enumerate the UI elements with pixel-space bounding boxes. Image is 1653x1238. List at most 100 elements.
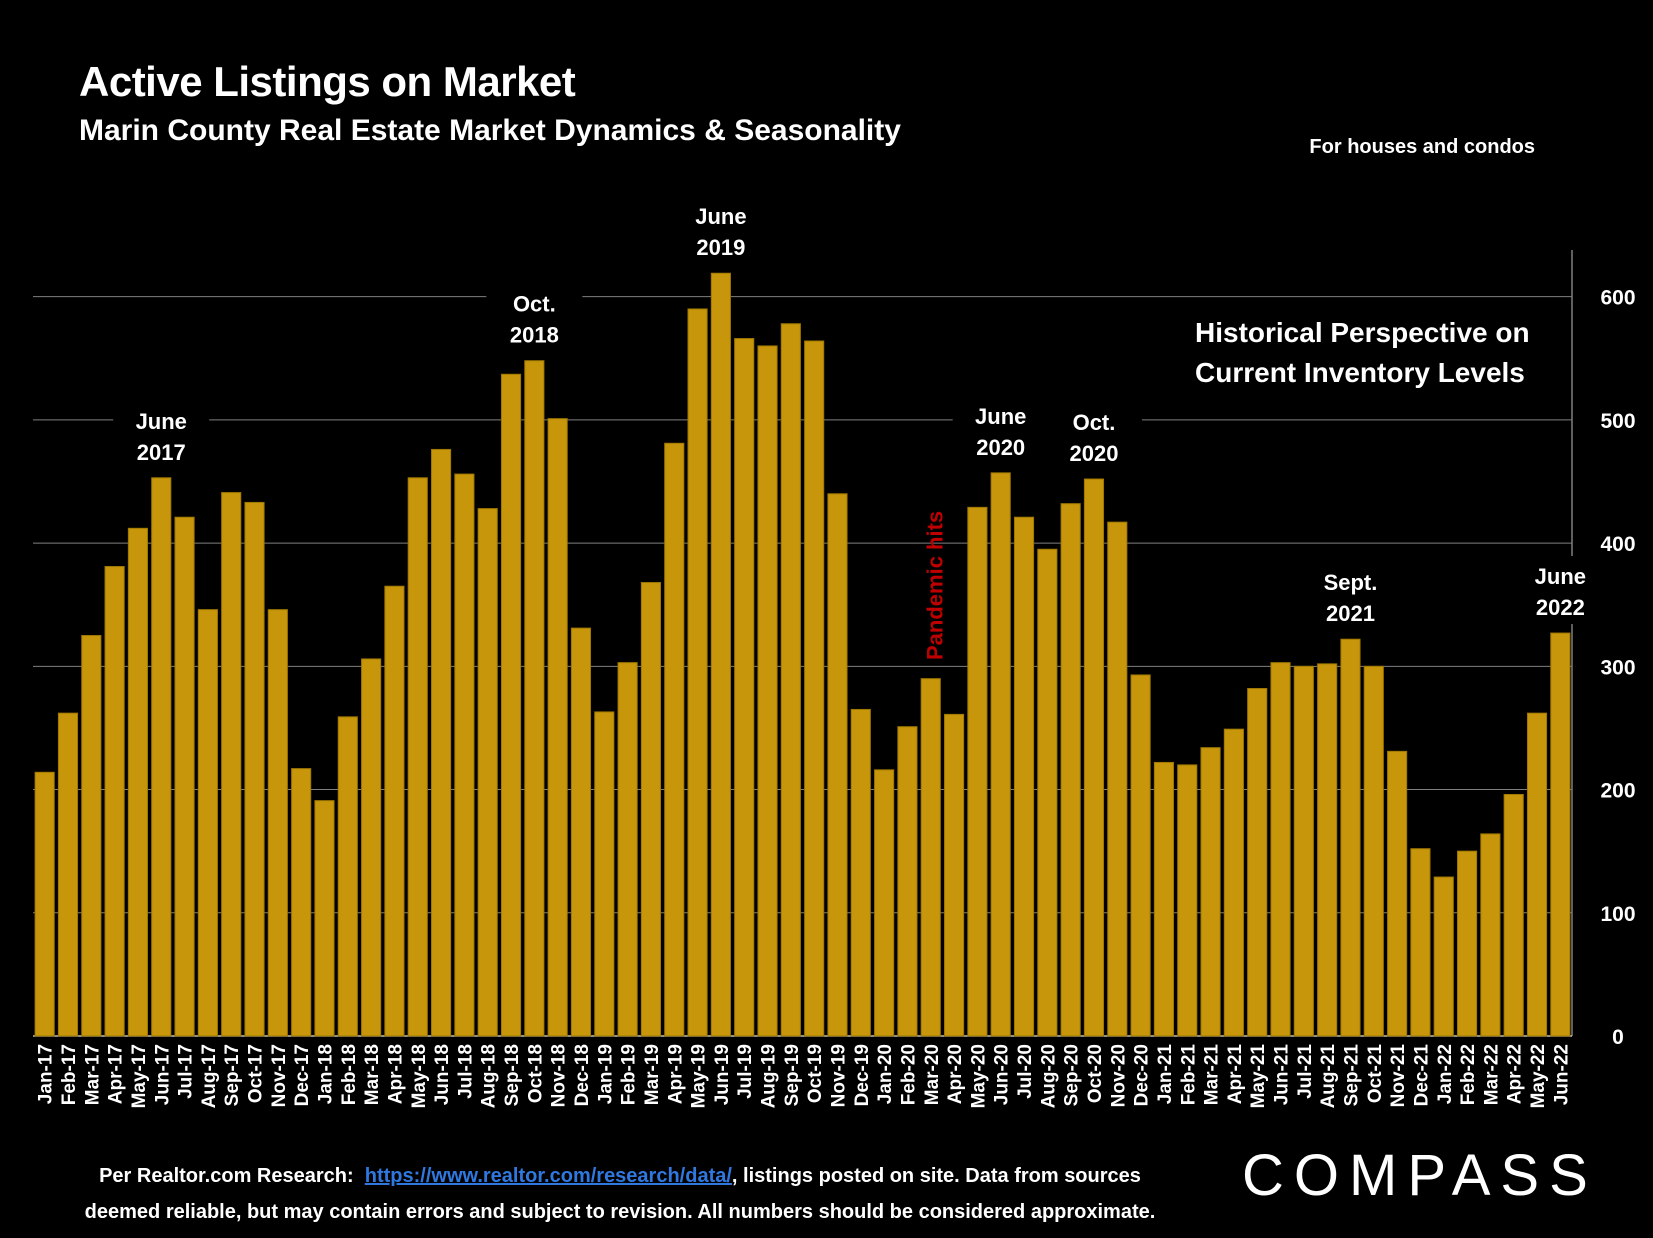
x-tick-label: Aug-21 [1318,1044,1339,1109]
bar [710,272,731,1037]
source-prefix: Per Realtor.com Research: [99,1165,354,1187]
bar [221,492,242,1037]
x-tick-label: Sep-17 [222,1044,243,1106]
bar [687,308,708,1037]
x-tick-label: Apr-18 [385,1044,406,1104]
y-tick-label: 400 [1600,533,1635,556]
bar [1060,503,1081,1037]
bar [920,678,941,1037]
bar [1013,516,1035,1037]
bar [244,501,265,1037]
x-tick-label: Oct-17 [246,1044,267,1103]
x-tick-label: May-19 [689,1044,710,1108]
x-tick-label: Aug-18 [479,1044,500,1108]
callout-mask [1180,305,1550,395]
bar [407,477,428,1037]
x-tick-label: Jul-18 [455,1044,476,1099]
source-footer: Per Realtor.com Research: https://www.re… [60,1158,1180,1230]
x-tick-label: Nov-19 [828,1044,849,1107]
x-tick-label: Oct-21 [1365,1044,1386,1104]
annotation-mask [486,283,583,352]
x-tick-label: Jan-18 [315,1044,336,1104]
bar [1503,793,1524,1037]
bar [477,508,498,1037]
bar [1363,665,1384,1037]
bar [547,418,568,1037]
x-tick-label: Nov-21 [1388,1044,1409,1108]
x-tick-label: Dec-21 [1411,1044,1432,1107]
callout-text: Current Inventory Levels [1195,357,1525,388]
x-tick-label: Dec-20 [1132,1044,1153,1106]
bar [617,662,638,1037]
bar [1083,478,1105,1037]
bar [804,340,825,1037]
annotation-mask [952,395,1049,464]
x-tick-label: Oct-18 [525,1044,546,1103]
x-tick-label: Apr-22 [1505,1044,1526,1104]
bar [500,373,522,1037]
x-tick-label: May-18 [409,1044,430,1108]
x-tick-label: Jun-17 [152,1044,173,1105]
bar [594,711,615,1037]
bar [850,708,871,1037]
y-tick-label: 600 [1600,287,1635,310]
bar [1526,712,1548,1037]
peak-annotation: 2022 [1536,595,1585,620]
bar [104,566,125,1037]
bar [267,609,288,1037]
bar [151,477,172,1037]
bar [361,658,382,1037]
x-tick-label: Jan-19 [595,1044,616,1104]
y-tick-label: 0 [1612,1026,1624,1049]
y-tick-label: 500 [1600,410,1635,433]
x-tick-label: Jun-21 [1272,1044,1293,1106]
x-tick-label: Feb-19 [619,1044,640,1105]
chart-subtitle: Marin County Real Estate Market Dynamics… [79,114,901,147]
x-tick-label: Jan-21 [1155,1044,1176,1105]
x-tick-label: Jul-21 [1295,1044,1316,1099]
peak-annotation: Oct. [513,292,556,317]
x-tick-label: Mar-22 [1481,1044,1502,1105]
peak-annotation: 2021 [1326,601,1375,626]
source-line1-rest: , listings posted on site. Data from sou… [731,1165,1141,1187]
bar [640,582,661,1037]
bar [827,493,848,1037]
bar [1130,674,1151,1037]
x-tick-label: Aug-19 [759,1044,780,1108]
annotation-mask [672,196,769,265]
x-tick-label: Sep-18 [502,1044,523,1106]
x-tick-label: Apr-17 [106,1044,127,1104]
x-tick-label: Jan-17 [36,1044,57,1104]
source-line2: deemed reliable, but may contain errors … [84,1201,1156,1223]
bar [314,800,335,1037]
bar [1153,761,1174,1037]
x-tick-label: Aug-17 [199,1044,220,1108]
y-tick-label: 200 [1600,780,1635,803]
bar [384,585,405,1037]
bar [1200,747,1221,1037]
peak-annotation: June [136,409,187,434]
annotation-mask [113,400,210,469]
peak-annotation: 2020 [976,435,1025,460]
chart-title: Active Listings on Market [79,58,576,105]
bar [197,609,218,1037]
y-tick-label: 300 [1600,656,1635,679]
x-tick-label: Jul-19 [735,1044,756,1099]
bar [664,442,685,1037]
x-tick-label: Jun-20 [992,1044,1013,1105]
bar [1550,632,1571,1037]
source-link[interactable]: https://www.realtor.com/research/data/ [364,1165,732,1187]
bar [1480,833,1501,1037]
x-tick-label: Dec-19 [852,1044,873,1106]
x-tick-label: Feb-18 [339,1044,360,1105]
x-tick-label: Jan-22 [1435,1044,1456,1104]
x-tick-label: Apr-20 [945,1044,966,1104]
bar [454,473,475,1037]
bar [757,345,778,1037]
annotation-mask [1045,402,1142,471]
annotation-mask [1512,556,1609,625]
x-tick-label: Oct-19 [805,1044,826,1103]
y-tick-label: 100 [1600,903,1635,926]
bar [34,771,55,1037]
x-tick-label: May-17 [129,1044,150,1108]
